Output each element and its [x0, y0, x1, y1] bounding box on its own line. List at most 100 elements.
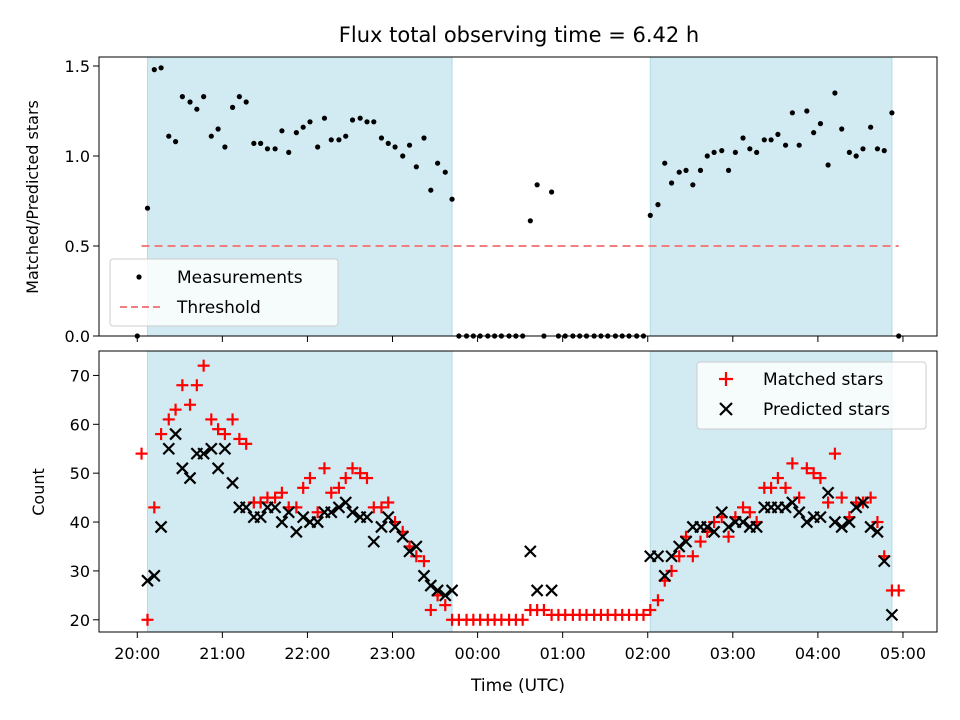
measurement-point	[357, 115, 363, 121]
x-tick-label: 02:00	[625, 644, 671, 663]
measurement-point	[782, 142, 789, 148]
predicted-star-point	[239, 501, 253, 514]
predicted-star-point	[176, 462, 189, 475]
measurement-point	[293, 130, 299, 136]
measurement-point	[846, 149, 852, 155]
measurement-point	[307, 119, 313, 125]
matched-star-point	[233, 432, 246, 445]
measurement-point	[406, 142, 413, 148]
matched-star-point	[148, 501, 161, 514]
matched-star-point	[822, 496, 835, 509]
matched-star-point	[176, 379, 189, 392]
measurement-point	[208, 133, 214, 139]
top-y-axis-label: Matched/Predicted stars	[23, 100, 42, 294]
measurement-point	[719, 148, 725, 154]
measurement-point	[874, 146, 881, 152]
measurement-point	[336, 137, 342, 143]
matched-star-point	[417, 555, 430, 568]
measurement-point	[732, 149, 738, 155]
matched-star-point	[516, 613, 529, 626]
predicted-star-point	[183, 471, 197, 485]
measurement-point	[527, 218, 533, 224]
matched-star-point	[644, 604, 657, 617]
matched-star-point	[651, 594, 664, 607]
measurement-point	[697, 167, 704, 173]
measurement-point	[286, 149, 292, 155]
matched-star-point	[311, 506, 324, 519]
matched-star-point	[771, 472, 784, 485]
top-legend: Measurements Threshold	[109, 258, 339, 327]
measurement-point	[534, 182, 540, 188]
matched-star-point	[269, 491, 282, 504]
measurement-point	[668, 180, 675, 186]
predicted-star-point	[885, 608, 899, 622]
predicted-star-point	[396, 530, 409, 543]
matched-star-point	[325, 486, 338, 499]
matched-star-point	[218, 428, 231, 441]
x-tick-label: 00:00	[455, 644, 501, 663]
measurement-point	[413, 164, 419, 170]
measurement-point	[215, 126, 221, 132]
predicted-star-point	[779, 501, 792, 514]
predicted-star-point	[218, 442, 232, 456]
matched-star-point	[226, 413, 239, 426]
predicted-star-point	[197, 447, 210, 460]
measurement-point	[775, 131, 781, 137]
matched-star-point	[424, 604, 437, 617]
predicted-star-point	[707, 525, 721, 539]
matched-star-point	[303, 472, 316, 485]
predicted-star-point	[792, 505, 806, 519]
predicted-star-point	[282, 505, 295, 519]
top-x-ticks	[136, 336, 904, 342]
measurement-point	[236, 94, 242, 100]
y-tick-label: 1.0	[65, 147, 90, 166]
measurement-point	[860, 146, 866, 152]
predicted-star-point	[154, 520, 168, 534]
measurement-point	[258, 140, 264, 146]
predicted-star-point	[254, 510, 267, 524]
matched-star-point	[765, 481, 778, 494]
measurement-point	[711, 149, 717, 155]
measurement-point	[804, 108, 810, 114]
predicted-star-point	[814, 510, 827, 524]
matched-star-point	[537, 604, 550, 617]
predicted-star-point	[403, 545, 416, 558]
predicted-star-point	[431, 584, 444, 597]
x-tick-label: 22:00	[284, 644, 330, 663]
predicted-star-point	[665, 549, 678, 563]
predicted-star-point	[375, 520, 388, 534]
predicted-star-point	[715, 505, 729, 519]
matched-star-point	[318, 462, 331, 475]
predicted-star-point	[530, 584, 544, 597]
legend-plus-marker	[719, 372, 733, 386]
matched-star-point	[354, 467, 367, 480]
matched-star-point	[779, 481, 792, 494]
measurement-point	[392, 144, 398, 150]
measurement-point	[825, 162, 831, 168]
matched-star-point	[240, 437, 253, 450]
y-tick-label: 70	[70, 366, 90, 385]
matched-star-point	[410, 550, 423, 563]
measurement-point	[655, 202, 661, 208]
bottom-plot-frame	[98, 350, 938, 633]
matched-star-point	[162, 413, 175, 426]
measurement-point	[378, 135, 385, 141]
matched-star-point	[892, 584, 905, 597]
measurement-point	[889, 110, 895, 116]
measurement-point	[251, 140, 257, 146]
predicted-star-point	[871, 525, 884, 539]
predicted-star-point	[346, 505, 359, 519]
predicted-star-point	[169, 427, 182, 441]
predicted-star-point	[148, 569, 161, 583]
measurement-point	[817, 121, 824, 127]
predicted-star-point	[849, 501, 863, 514]
measurement-point	[704, 153, 710, 159]
predicted-star-point	[701, 520, 714, 534]
matched-star-point	[360, 472, 373, 485]
matched-star-point	[169, 403, 182, 416]
measurement-point	[229, 104, 236, 110]
measurement-point	[428, 187, 434, 193]
measurement-point	[676, 169, 682, 175]
matched-star-point	[184, 398, 197, 411]
measurement-point	[811, 130, 817, 136]
